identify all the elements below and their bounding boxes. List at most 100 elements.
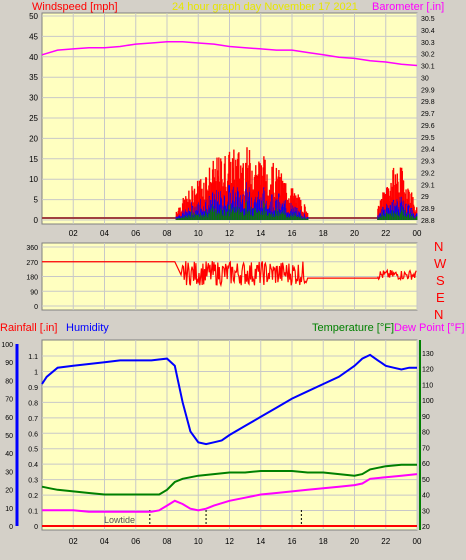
panel1-x-tick-label: 08 <box>163 229 172 238</box>
temperature-tick-label: 20 <box>422 524 430 531</box>
panel1-x-tick-label: 14 <box>256 229 265 238</box>
rainfall-tick-label: 0.2 <box>28 493 38 500</box>
rainfall-tick-label: 1 <box>34 369 38 376</box>
temperature-tick-label: 120 <box>422 367 434 374</box>
humidity-tick-label: 20 <box>5 488 13 495</box>
wind-tick-label: 45 <box>29 32 38 41</box>
direction-tick-label: 270 <box>26 260 38 267</box>
rainfall-tick-label: 0.5 <box>28 447 38 454</box>
direction-tick-label: 90 <box>30 289 38 296</box>
wind-tick-label: 0 <box>34 216 39 225</box>
temperature-axis-label: Temperature [°F] <box>312 322 394 334</box>
panel1-x-tick-label: 20 <box>350 229 359 238</box>
temperature-tick-label: 130 <box>422 351 434 358</box>
temperature-tick-label: 90 <box>422 414 430 421</box>
wind-tick-label: 40 <box>29 53 38 62</box>
direction-label-n-bottom: N <box>434 307 443 322</box>
panel3-x-tick-label: 18 <box>319 537 328 546</box>
wind-tick-label: 20 <box>29 134 38 143</box>
barometer-tick-label: 29.6 <box>421 123 435 130</box>
direction-tick-label: 0 <box>34 304 38 311</box>
temperature-tick-label: 60 <box>422 461 430 468</box>
barometer-tick-label: 29.8 <box>421 99 435 106</box>
barometer-tick-label: 29.4 <box>421 147 435 154</box>
wind-tick-label: 10 <box>29 175 38 184</box>
rainfall-tick-label: 0.6 <box>28 431 38 438</box>
chart-title: 24 hour graph day November 17 2021 <box>172 1 358 13</box>
panel3-x-tick-label: 20 <box>350 537 359 546</box>
plot-layer <box>15 12 421 531</box>
direction-tick-label: 180 <box>26 275 38 282</box>
barometer-tick-label: 29.2 <box>421 170 435 177</box>
barometer-tick-label: 29 <box>421 194 429 201</box>
panel3-x-tick-label: 10 <box>194 537 203 546</box>
barometer-tick-label: 30 <box>421 75 429 82</box>
barometer-line <box>41 41 418 67</box>
lowtide-annotation: Lowtide <box>104 515 135 525</box>
humidity-tick-label: 80 <box>5 378 13 385</box>
panel1-x-tick-label: 22 <box>381 229 390 238</box>
panel3-x-tick-label: 00 <box>413 537 422 546</box>
barometer-tick-label: 30.5 <box>421 16 435 23</box>
rainfall-tick-label: 0.4 <box>28 462 38 469</box>
barometer-tick-label: 30.1 <box>421 64 435 71</box>
barometer-tick-label: 28.9 <box>421 206 435 213</box>
rainfall-tick-label: 0.8 <box>28 400 38 407</box>
panel1-x-tick-label: 06 <box>131 229 140 238</box>
rainfall-tick-label: 1.1 <box>28 354 38 361</box>
direction-tick-label: 360 <box>26 245 38 252</box>
temperature-tick-label: 50 <box>422 477 430 484</box>
barometer-tick-label: 29.7 <box>421 111 435 118</box>
barometer-tick-label: 29.9 <box>421 87 435 94</box>
panel1-x-tick-label: 18 <box>319 229 328 238</box>
barometer-axis-label: Barometer [.in] <box>372 1 444 13</box>
direction-line <box>42 260 417 288</box>
barometer-tick-label: 30.2 <box>421 52 435 59</box>
temperature-tick-label: 70 <box>422 445 430 452</box>
rainfall-tick-label: 0.1 <box>28 509 38 516</box>
humidity-tick-label: 50 <box>5 433 13 440</box>
rainfall-tick-label: 0 <box>34 524 38 531</box>
direction-label-e: E <box>436 290 445 305</box>
wind-axis-label: Windspeed [mph] <box>32 1 118 13</box>
wind-tick-label: 25 <box>29 114 38 123</box>
temperature-tick-label: 30 <box>422 508 430 515</box>
panel3-x-tick-label: 02 <box>69 537 78 546</box>
barometer-tick-label: 29.3 <box>421 159 435 166</box>
panel3-x-tick-label: 04 <box>100 537 109 546</box>
panel1-x-tick-label: 12 <box>225 229 234 238</box>
panel1-x-tick-label: 16 <box>288 229 297 238</box>
panel3-x-tick-label: 08 <box>163 537 172 546</box>
temperature-tick-label: 100 <box>422 398 434 405</box>
barometer-tick-label: 28.8 <box>421 218 435 225</box>
dewpoint-line <box>42 473 418 513</box>
wind-tick-label: 15 <box>29 155 38 164</box>
temperature-tick-label: 40 <box>422 493 430 500</box>
panel3-x-tick-label: 06 <box>131 537 140 546</box>
humidity-tick-label: 0 <box>9 524 13 531</box>
temperature-line <box>41 463 417 496</box>
wind-tick-label: 30 <box>29 94 38 103</box>
temperature-tick-label: 110 <box>422 382 433 389</box>
panel1-x-tick-label: 02 <box>69 229 78 238</box>
dewpoint-axis-label: Dew Point [°F] <box>394 322 464 334</box>
panel1-x-tick-label: 10 <box>194 229 203 238</box>
barometer-tick-label: 29.1 <box>421 182 435 189</box>
humidity-tick-label: 90 <box>5 360 13 367</box>
humidity-tick-label: 60 <box>5 415 13 422</box>
humidity-tick-label: 40 <box>5 451 13 458</box>
rainfall-tick-label: 0.7 <box>28 416 38 423</box>
barometer-tick-label: 30.4 <box>421 28 435 35</box>
rainfall-tick-label: 0.3 <box>28 478 38 485</box>
wind-tick-label: 35 <box>29 73 38 82</box>
direction-label-w: W <box>434 256 447 271</box>
temperature-tick-label: 80 <box>422 430 430 437</box>
humidity-line <box>41 353 417 446</box>
panel1-x-tick-label: 00 <box>413 229 422 238</box>
panel3-x-tick-label: 14 <box>256 537 265 546</box>
humidity-tick-label: 70 <box>5 397 13 404</box>
direction-label-n-top: N <box>434 239 443 254</box>
barometer-tick-label: 29.5 <box>421 135 435 142</box>
